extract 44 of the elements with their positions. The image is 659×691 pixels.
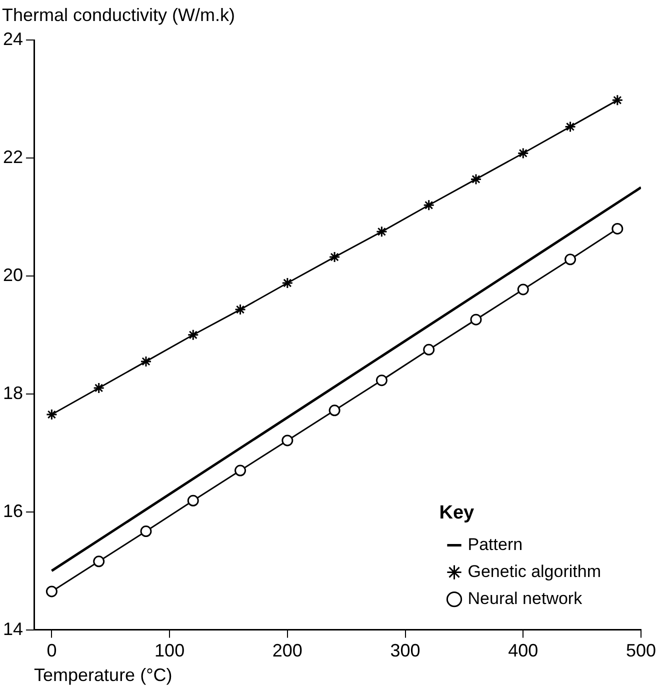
y-axis-title: Thermal conductivity (W/m.k): [2, 4, 236, 25]
point: [93, 556, 105, 568]
x-tick-label: 0: [46, 640, 57, 661]
x-tick-label: 100: [154, 640, 185, 661]
point: [564, 120, 576, 132]
point: [517, 284, 529, 296]
point: [564, 254, 576, 266]
point: [470, 173, 482, 185]
y-tick-label: 14: [2, 618, 24, 639]
point: [376, 374, 388, 386]
point: [328, 404, 340, 416]
legend-label: Genetic algorithm: [468, 562, 601, 581]
point: [46, 586, 58, 598]
legend-label: Pattern: [468, 534, 523, 554]
y-tick-label: 18: [2, 382, 24, 403]
x-axis-title: Temperature (°C): [34, 665, 172, 686]
y-tick-label: 22: [2, 146, 24, 167]
point: [187, 329, 199, 341]
point: [234, 304, 246, 316]
legend-label: Neural network: [468, 588, 583, 608]
point: [423, 199, 435, 211]
point: [234, 464, 246, 476]
y-tick-label: 24: [2, 28, 24, 49]
point: [470, 314, 482, 326]
point: [376, 226, 388, 238]
point: [517, 147, 529, 159]
point: [328, 251, 340, 263]
point: [187, 494, 199, 506]
y-tick-label: 16: [2, 500, 24, 521]
x-tick-label: 200: [272, 640, 302, 661]
point: [46, 408, 58, 420]
point: [282, 277, 294, 289]
point: [282, 434, 294, 446]
x-tick-label: 500: [626, 640, 656, 661]
x-tick-label: 300: [390, 640, 420, 661]
x-tick-label: 400: [508, 640, 538, 661]
legend-title: Key: [439, 502, 475, 524]
point: [140, 356, 152, 368]
point: [423, 344, 435, 356]
point: [140, 526, 152, 538]
point: [612, 222, 624, 234]
y-tick-label: 20: [2, 264, 24, 285]
point: [612, 94, 624, 106]
point: [93, 382, 105, 394]
